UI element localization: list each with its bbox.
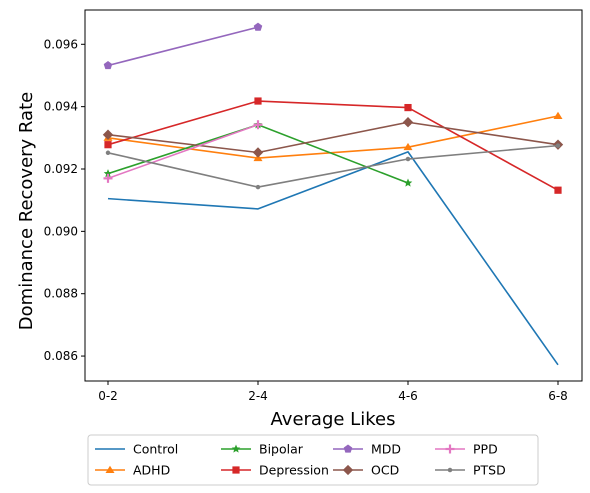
data-point-ocd	[252, 147, 264, 158]
legend-marker-ptsd	[447, 467, 453, 473]
legend-marker-ocd	[342, 464, 354, 476]
legend-marker-adhd	[105, 465, 115, 473]
data-point-depression	[554, 186, 562, 194]
legend-item-ppd: PPD	[435, 442, 498, 457]
legend-item-depression: Depression	[221, 463, 329, 478]
data-point-depression	[404, 103, 412, 112]
data-point-ppd	[253, 120, 263, 130]
data-point-ocd	[402, 117, 414, 128]
legend-item-ocd: OCD	[333, 463, 399, 478]
data-point-bipolar	[103, 169, 113, 178]
labels: Average Likes Dominance Recovery Rate	[16, 92, 395, 430]
legend-label-ocd: OCD	[371, 463, 399, 478]
series-ocd	[102, 117, 564, 158]
x-tick-label: 4-6	[398, 389, 418, 403]
series-line-mdd	[107, 26, 259, 67]
data-point-mdd	[103, 60, 113, 70]
legend-item-bipolar: Bipolar	[221, 442, 304, 457]
data-point-ptsd	[105, 150, 111, 156]
y-tick-label: 0.090	[44, 224, 78, 238]
legend-marker-ppd	[445, 444, 455, 454]
data-point-adhd	[553, 111, 563, 119]
legend-box	[87, 434, 539, 486]
series-ppd	[103, 120, 263, 183]
legend-item-ptsd: PTSD	[435, 463, 506, 478]
y-tick-label: 0.092	[44, 162, 78, 176]
series-layer	[102, 22, 564, 366]
legend-label-adhd: ADHD	[133, 463, 170, 478]
data-point-adhd	[403, 142, 413, 151]
data-point-ptsd	[255, 184, 261, 190]
legend: Control ADHD Bipolar Depression MDD OCD PPD PTS…	[87, 434, 539, 486]
series-depression	[104, 97, 562, 194]
legend-label-bipolar: Bipolar	[259, 442, 304, 457]
y-axis-title: Dominance Recovery Rate	[16, 92, 37, 330]
series-line-ocd	[107, 121, 559, 154]
data-point-ptsd	[555, 143, 561, 148]
legend-label-ppd: PPD	[473, 442, 498, 457]
legend-marker-depression	[232, 466, 240, 474]
axes: 0-2 2-4 4-6 6-8 0.086 0.088 0.090 0.092 0.094 0.0…	[44, 9, 583, 403]
legend-item-control: Control	[95, 442, 178, 457]
data-point-mdd	[253, 22, 263, 31]
data-point-bipolar	[403, 178, 413, 187]
y-tick-label: 0.094	[44, 100, 78, 114]
data-point-depression	[104, 141, 112, 149]
plot-frame	[84, 9, 583, 382]
data-point-ppd	[103, 173, 113, 183]
series-line-control	[107, 151, 559, 366]
series-line-adhd	[107, 115, 559, 159]
series-control	[107, 151, 559, 366]
data-point-ocd	[102, 129, 114, 140]
series-line-ptsd	[107, 144, 559, 188]
y-tick-label: 0.096	[44, 37, 78, 51]
series-mdd	[103, 22, 263, 70]
legend-marker-bipolar	[231, 444, 241, 453]
legend-marker-mdd	[343, 444, 353, 453]
x-tick-label: 6-8	[548, 389, 568, 403]
legend-label-ptsd: PTSD	[473, 463, 506, 478]
series-line-ppd	[107, 123, 259, 180]
series-line-depression	[107, 100, 559, 191]
x-axis-title: Average Likes	[271, 409, 396, 430]
data-point-ptsd	[405, 156, 411, 162]
data-point-depression	[254, 97, 262, 105]
x-tick-label: 0-2	[98, 389, 118, 403]
y-tick-label: 0.088	[44, 287, 78, 301]
series-ptsd	[105, 143, 561, 190]
legend-item-adhd: ADHD	[95, 463, 170, 478]
legend-item-mdd: MDD	[333, 442, 401, 457]
x-tick-label: 2-4	[248, 389, 268, 403]
y-tick-label: 0.086	[44, 349, 78, 363]
legend-label-depression: Depression	[259, 463, 329, 478]
legend-label-mdd: MDD	[371, 442, 401, 457]
legend-label-control: Control	[133, 442, 178, 457]
